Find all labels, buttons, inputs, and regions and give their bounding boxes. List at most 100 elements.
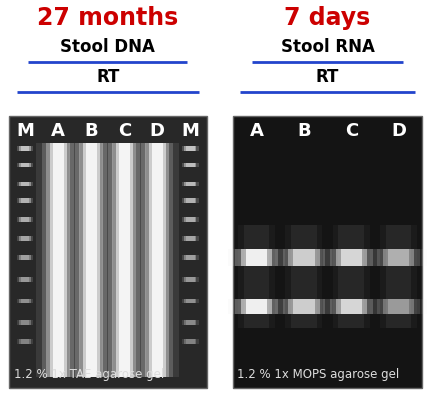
Bar (181, 339, 198, 344)
Bar (340, 299, 361, 314)
Bar (282, 299, 324, 314)
Bar (21, 277, 29, 282)
Bar (387, 248, 408, 266)
Bar (17, 277, 34, 282)
Bar (19, 162, 31, 168)
Bar (385, 225, 411, 328)
Bar (245, 299, 267, 314)
Bar (19, 146, 31, 151)
Bar (184, 277, 196, 282)
Bar (75, 143, 107, 377)
Text: A: A (249, 122, 263, 140)
Text: M: M (16, 122, 34, 140)
Bar (275, 248, 332, 266)
Bar (19, 298, 31, 304)
Bar (186, 198, 194, 203)
Bar (181, 236, 198, 241)
Text: 27 months: 27 months (37, 6, 178, 30)
Bar (19, 320, 31, 325)
Bar (186, 182, 194, 186)
Bar (148, 143, 166, 377)
Bar (17, 255, 34, 260)
Bar (181, 277, 198, 282)
Bar (369, 248, 426, 266)
Bar (181, 182, 198, 186)
Bar (181, 320, 198, 325)
Bar (83, 143, 99, 377)
Bar (288, 299, 319, 314)
Bar (46, 143, 70, 377)
Bar (184, 217, 196, 222)
Bar (184, 298, 196, 304)
Bar (290, 225, 316, 328)
Bar (21, 182, 29, 186)
Bar (21, 217, 29, 222)
Bar (86, 143, 96, 377)
Bar (135, 143, 179, 377)
Bar (21, 146, 29, 151)
Bar (49, 143, 67, 377)
Bar (184, 146, 196, 151)
Text: B: B (296, 122, 310, 140)
Bar (338, 225, 363, 328)
Bar (17, 298, 34, 304)
Text: 1.2 % 1x TAE agarose gel: 1.2 % 1x TAE agarose gel (14, 368, 164, 381)
Bar (240, 248, 271, 266)
Bar (232, 116, 421, 388)
Bar (184, 162, 196, 168)
Bar (181, 298, 198, 304)
Bar (282, 248, 324, 266)
Bar (52, 143, 64, 377)
Bar (186, 146, 194, 151)
Bar (186, 217, 194, 222)
Bar (186, 320, 194, 325)
Text: B: B (84, 122, 98, 140)
Bar (285, 225, 322, 328)
Text: D: D (390, 122, 405, 140)
Bar (145, 143, 169, 377)
Bar (181, 198, 198, 203)
Bar (17, 217, 34, 222)
Bar (184, 236, 196, 241)
Bar (369, 299, 426, 314)
Bar (21, 198, 29, 203)
Bar (186, 162, 194, 168)
Bar (243, 225, 269, 328)
Bar (245, 248, 267, 266)
Text: D: D (150, 122, 164, 140)
Bar (181, 255, 198, 260)
Bar (19, 255, 31, 260)
Bar (184, 182, 196, 186)
Bar (21, 339, 29, 344)
Text: 7 days: 7 days (284, 6, 370, 30)
Bar (21, 298, 29, 304)
Bar (329, 248, 372, 266)
Text: RT: RT (96, 68, 119, 86)
Bar (17, 162, 34, 168)
Bar (181, 146, 198, 151)
Bar (329, 299, 372, 314)
Bar (17, 339, 34, 344)
Bar (186, 277, 194, 282)
Bar (288, 248, 319, 266)
Bar (17, 146, 34, 151)
Bar (237, 225, 274, 328)
Bar (377, 248, 419, 266)
Bar (181, 217, 198, 222)
Bar (382, 248, 413, 266)
Text: M: M (181, 122, 199, 140)
Bar (141, 143, 173, 377)
Bar (21, 236, 29, 241)
Bar (79, 143, 103, 377)
Text: Stool DNA: Stool DNA (60, 38, 155, 56)
Bar (21, 162, 29, 168)
Bar (151, 143, 163, 377)
Bar (102, 143, 146, 377)
Bar (322, 299, 379, 314)
Bar (186, 236, 194, 241)
Bar (335, 248, 366, 266)
Bar (69, 143, 113, 377)
Bar (21, 320, 29, 325)
Bar (335, 299, 366, 314)
Bar (292, 299, 314, 314)
